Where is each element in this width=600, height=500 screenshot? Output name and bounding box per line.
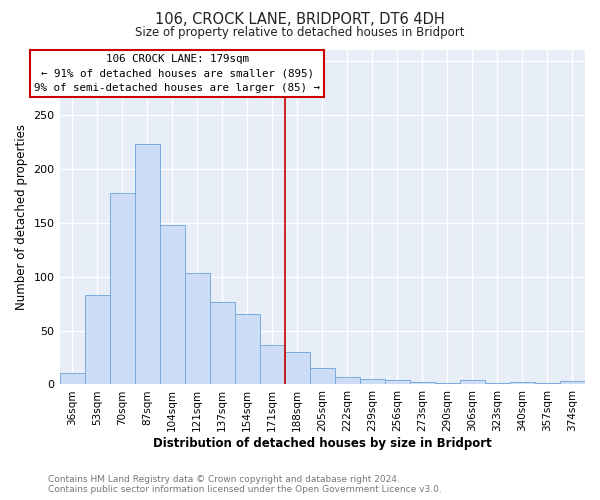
Text: Contains HM Land Registry data © Crown copyright and database right 2024.: Contains HM Land Registry data © Crown c…	[48, 475, 400, 484]
Bar	[310, 368, 335, 384]
Bar	[209, 302, 235, 384]
Bar	[59, 372, 85, 384]
Bar	[160, 225, 185, 384]
Text: 106 CROCK LANE: 179sqm
← 91% of detached houses are smaller (895)
9% of semi-det: 106 CROCK LANE: 179sqm ← 91% of detached…	[34, 54, 320, 93]
Bar	[510, 382, 535, 384]
Bar	[110, 194, 134, 384]
X-axis label: Distribution of detached houses by size in Bridport: Distribution of detached houses by size …	[153, 437, 491, 450]
Text: 106, CROCK LANE, BRIDPORT, DT6 4DH: 106, CROCK LANE, BRIDPORT, DT6 4DH	[155, 12, 445, 28]
Bar	[185, 274, 209, 384]
Bar	[285, 352, 310, 384]
Bar	[460, 380, 485, 384]
Bar	[235, 314, 260, 384]
Bar	[385, 380, 410, 384]
Bar	[360, 379, 385, 384]
Bar	[335, 377, 360, 384]
Bar	[260, 344, 285, 385]
Bar	[410, 382, 435, 384]
Bar	[134, 144, 160, 384]
Y-axis label: Number of detached properties: Number of detached properties	[15, 124, 28, 310]
Bar	[85, 295, 110, 384]
Bar	[560, 381, 585, 384]
Text: Size of property relative to detached houses in Bridport: Size of property relative to detached ho…	[135, 26, 465, 39]
Text: Contains public sector information licensed under the Open Government Licence v3: Contains public sector information licen…	[48, 485, 442, 494]
